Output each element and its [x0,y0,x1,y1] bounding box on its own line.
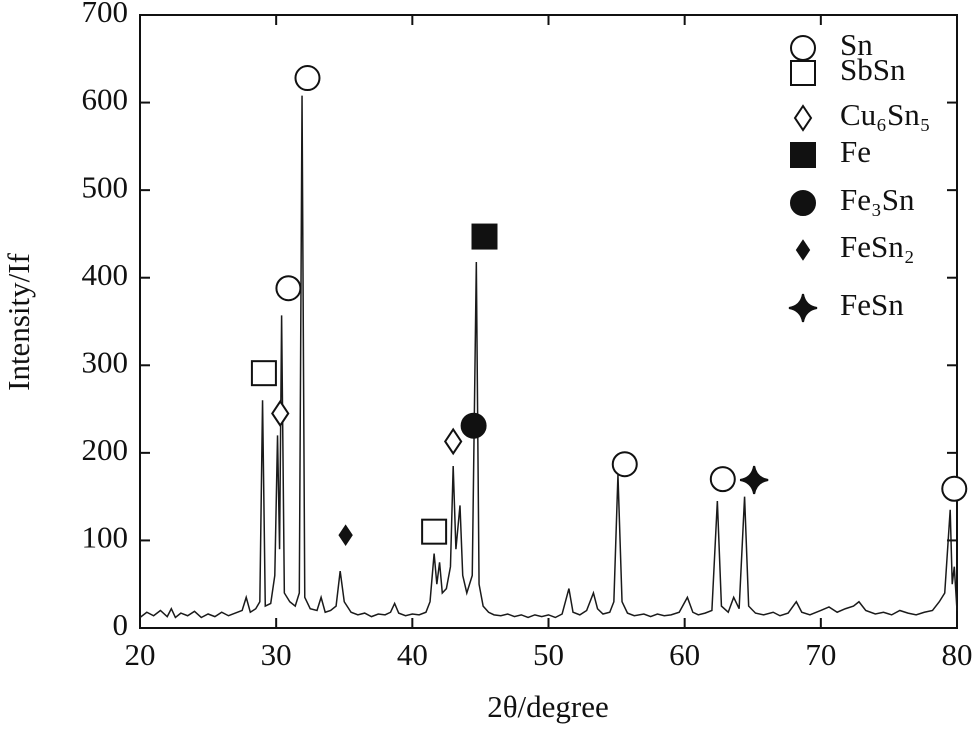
y-tick-label: 700 [82,0,129,29]
legend-symbol [790,35,816,61]
legend-label: SbSn [840,52,906,87]
legend-label: Fe [840,134,871,169]
phase-marker [421,518,448,545]
phase-marker [443,427,463,456]
legend-label: Sn [840,27,873,62]
x-tick-label: 80 [942,637,973,672]
x-tick-label: 60 [669,637,700,672]
y-tick-label: 100 [82,520,129,555]
legend-label: Fe₃Sn [840,182,915,217]
phase-marker [471,223,498,250]
xrd-pattern [139,95,958,619]
legend-symbol [788,293,818,323]
phase-marker [294,65,321,92]
y-tick-label: 600 [82,82,129,117]
legend-label: FeSn [840,287,904,322]
phase-marker [611,451,638,478]
legend-symbol [790,60,816,86]
legend-symbol [795,239,811,261]
phase-marker [275,275,302,302]
y-axis-label: Intensity/If [1,252,36,390]
y-tick-label: 200 [82,432,129,467]
y-tick-label: 400 [82,257,129,292]
y-tick-label: 500 [82,169,129,204]
phase-marker [338,524,353,546]
x-tick-label: 70 [805,637,836,672]
x-axis-label: 2θ/degree [487,689,609,724]
y-tick-label: 0 [113,607,129,642]
phase-marker [460,412,487,439]
plot-frame [139,14,958,629]
legend-label: Cu₆Sn₅ [840,97,931,132]
legend-symbol [793,104,813,132]
phase-marker [739,465,769,495]
y-tick-label: 300 [82,344,129,379]
phase-marker [271,399,290,428]
phase-marker [250,360,277,387]
legend-symbol [790,190,816,216]
phase-marker [709,466,736,493]
x-tick-label: 20 [125,637,156,672]
x-tick-label: 40 [397,637,428,672]
legend-label: FeSn₂ [840,229,915,264]
x-tick-label: 30 [261,637,292,672]
x-tick-label: 50 [533,637,564,672]
phase-marker [941,475,968,502]
legend-symbol [790,142,816,168]
